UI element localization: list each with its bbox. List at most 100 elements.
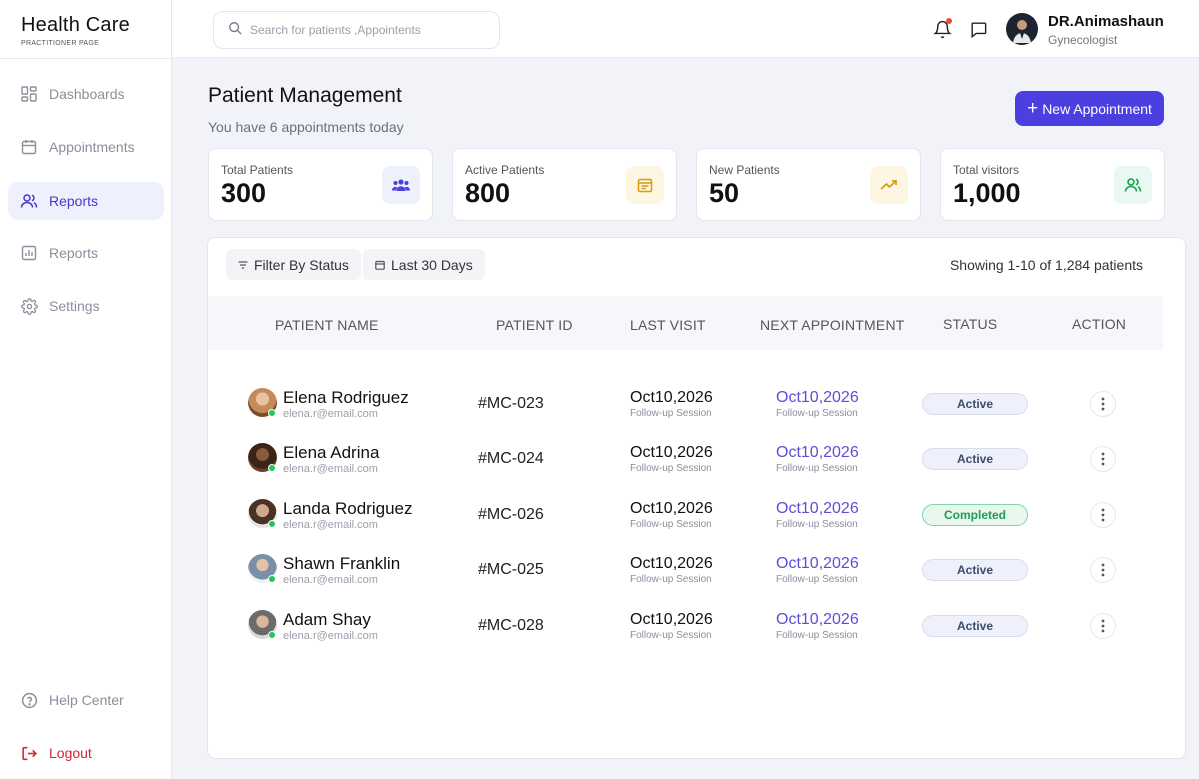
sidebar-item-reports-active[interactable]: Reports: [8, 182, 164, 220]
help-center-link[interactable]: Help Center: [8, 681, 164, 719]
stat-value: 50: [709, 178, 740, 208]
patient-email: elena.r@email.com: [283, 463, 378, 475]
sidebar-item-appointments[interactable]: Appointments: [8, 128, 164, 166]
next-appointment-type: Follow-up Session: [776, 630, 858, 641]
patient-id: #MC-023: [478, 395, 544, 412]
last-visit-date: Oct10,2026: [630, 500, 713, 517]
search-input[interactable]: [250, 23, 480, 37]
more-vertical-icon: [1101, 619, 1105, 633]
more-vertical-icon: [1101, 452, 1105, 466]
patient-name: Elena Rodriguez: [283, 388, 409, 407]
next-appointment-date[interactable]: Oct10,2026: [776, 500, 859, 517]
table-row[interactable]: Elena Rodriguez elena.r@email.com #MC-02…: [208, 378, 1187, 426]
stat-card-new-patients: New Patients 50: [696, 148, 921, 221]
chat-icon: [970, 21, 986, 38]
next-appointment-type: Follow-up Session: [776, 574, 858, 585]
row-actions-button[interactable]: [1090, 502, 1116, 528]
patient-id: #MC-025: [478, 561, 544, 578]
sidebar-item-reports[interactable]: Reports: [8, 234, 164, 272]
column-header-last-visit: LAST VISIT: [630, 317, 706, 333]
online-indicator: [268, 520, 276, 528]
row-actions-button[interactable]: [1090, 613, 1116, 639]
sidebar-item-label: Dashboards: [49, 86, 125, 102]
status-badge: Active: [922, 559, 1028, 581]
table-row[interactable]: Shawn Franklin elena.r@email.com #MC-025…: [208, 544, 1187, 592]
table-row[interactable]: Elena Adrina elena.r@email.com #MC-024 O…: [208, 433, 1187, 481]
brand-subtitle: PRACTITIONER PAGE: [21, 40, 100, 47]
date-range-button[interactable]: Last 30 Days: [363, 249, 485, 280]
stat-card-total-patients: Total Patients 300: [208, 148, 433, 221]
date-range-label: Last 30 Days: [391, 256, 473, 273]
sidebar-item-label: Settings: [49, 298, 100, 314]
last-visit-type: Follow-up Session: [630, 519, 712, 530]
patient-id: #MC-026: [478, 506, 544, 523]
notifications-button[interactable]: [931, 18, 953, 40]
next-appointment-date[interactable]: Oct10,2026: [776, 389, 859, 406]
next-appointment-type: Follow-up Session: [776, 408, 858, 419]
stat-label: Total visitors: [953, 163, 1020, 177]
patients-table-panel: Filter By Status Last 30 Days Showing 1-…: [207, 237, 1186, 759]
sidebar-item-settings[interactable]: Settings: [8, 287, 164, 325]
sidebar-item-label: Appointments: [49, 139, 135, 155]
last-visit-date: Oct10,2026: [630, 389, 713, 406]
logout-button[interactable]: Logout: [8, 734, 164, 772]
messages-button[interactable]: [967, 18, 989, 40]
more-vertical-icon: [1101, 508, 1105, 522]
stat-label: Active Patients: [465, 163, 545, 177]
help-circle-icon: [20, 691, 38, 709]
more-vertical-icon: [1101, 397, 1105, 411]
row-actions-button[interactable]: [1090, 557, 1116, 583]
next-appointment-date[interactable]: Oct10,2026: [776, 611, 859, 628]
next-appointment-type: Follow-up Session: [776, 463, 858, 474]
search-box[interactable]: [213, 11, 500, 49]
filter-by-status-button[interactable]: Filter By Status: [226, 249, 361, 280]
brand: Health Care PRACTITIONER PAGE: [21, 14, 130, 47]
divider: [0, 58, 172, 59]
table-row[interactable]: Landa Rodriguez elena.r@email.com #MC-02…: [208, 489, 1187, 537]
gear-icon: [20, 297, 38, 315]
new-appointment-label: New Appointment: [1042, 100, 1152, 117]
row-actions-button[interactable]: [1090, 446, 1116, 472]
users-icon: [1114, 166, 1152, 204]
doctor-avatar-icon: [1013, 20, 1031, 43]
patient-name: Adam Shay: [283, 610, 371, 629]
stat-card-total-visitors: Total visitors 1,000: [940, 148, 1165, 221]
next-appointment-type: Follow-up Session: [776, 519, 858, 530]
users-icon: [20, 192, 38, 210]
calendar-icon: [20, 138, 38, 156]
table-header: PATIENT NAME PATIENT ID LAST VISIT NEXT …: [208, 296, 1163, 350]
doctor-role: Gynecologist: [1048, 33, 1118, 47]
last-visit-date: Oct10,2026: [630, 555, 713, 572]
filter-label: Filter By Status: [254, 256, 349, 273]
next-appointment-date[interactable]: Oct10,2026: [776, 444, 859, 461]
sidebar-item-dashboards[interactable]: Dashboards: [8, 75, 164, 113]
patient-id: #MC-024: [478, 450, 544, 467]
logout-icon: [20, 744, 38, 762]
last-visit-type: Follow-up Session: [630, 630, 712, 641]
page-title: Patient Management: [208, 84, 402, 107]
page-subtitle: You have 6 appointments today: [208, 119, 404, 135]
row-actions-button[interactable]: [1090, 391, 1116, 417]
stat-value: 1,000: [953, 178, 1021, 208]
more-vertical-icon: [1101, 563, 1105, 577]
grid-icon: [20, 85, 38, 103]
patient-name: Shawn Franklin: [283, 554, 401, 573]
last-visit-type: Follow-up Session: [630, 408, 712, 419]
column-header-patient-id: PATIENT ID: [496, 317, 573, 333]
last-visit-type: Follow-up Session: [630, 574, 712, 585]
column-header-next-appointment: NEXT APPOINTMENT: [760, 317, 905, 333]
new-appointment-button[interactable]: + New Appointment: [1015, 91, 1164, 126]
patient-name: Landa Rodriguez: [283, 499, 413, 518]
avatar[interactable]: [1006, 13, 1038, 45]
next-appointment-date[interactable]: Oct10,2026: [776, 555, 859, 572]
status-badge: Active: [922, 393, 1028, 415]
brand-title: Health Care: [21, 14, 130, 36]
stat-value: 800: [465, 178, 511, 208]
sidebar-item-label: Reports: [49, 245, 99, 261]
table-row[interactable]: Adam Shay elena.r@email.com #MC-028 Oct1…: [208, 600, 1187, 648]
last-visit-date: Oct10,2026: [630, 611, 713, 628]
column-header-patient-name: PATIENT NAME: [275, 317, 379, 333]
logout-label: Logout: [49, 745, 92, 761]
filter-icon: [238, 260, 248, 269]
search-icon: [228, 21, 242, 40]
